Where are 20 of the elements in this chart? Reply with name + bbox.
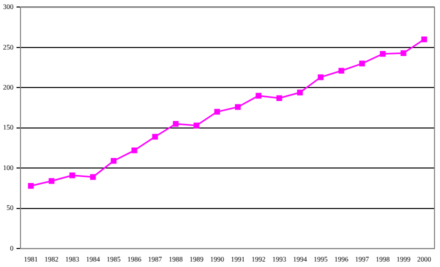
point bbox=[318, 74, 324, 80]
point bbox=[28, 182, 34, 189]
point bbox=[400, 50, 406, 56]
point bbox=[152, 134, 158, 140]
point bbox=[69, 172, 76, 178]
point bbox=[194, 122, 200, 128]
point bbox=[48, 178, 54, 184]
point bbox=[338, 68, 344, 74]
point bbox=[90, 174, 96, 180]
point bbox=[172, 121, 179, 127]
point bbox=[380, 51, 386, 57]
point bbox=[214, 108, 220, 115]
point bbox=[359, 60, 365, 66]
point bbox=[297, 90, 303, 96]
point bbox=[421, 36, 428, 42]
point bbox=[131, 148, 138, 154]
point bbox=[276, 95, 282, 101]
point bbox=[256, 92, 262, 99]
point bbox=[110, 158, 117, 164]
point bbox=[234, 104, 241, 110]
